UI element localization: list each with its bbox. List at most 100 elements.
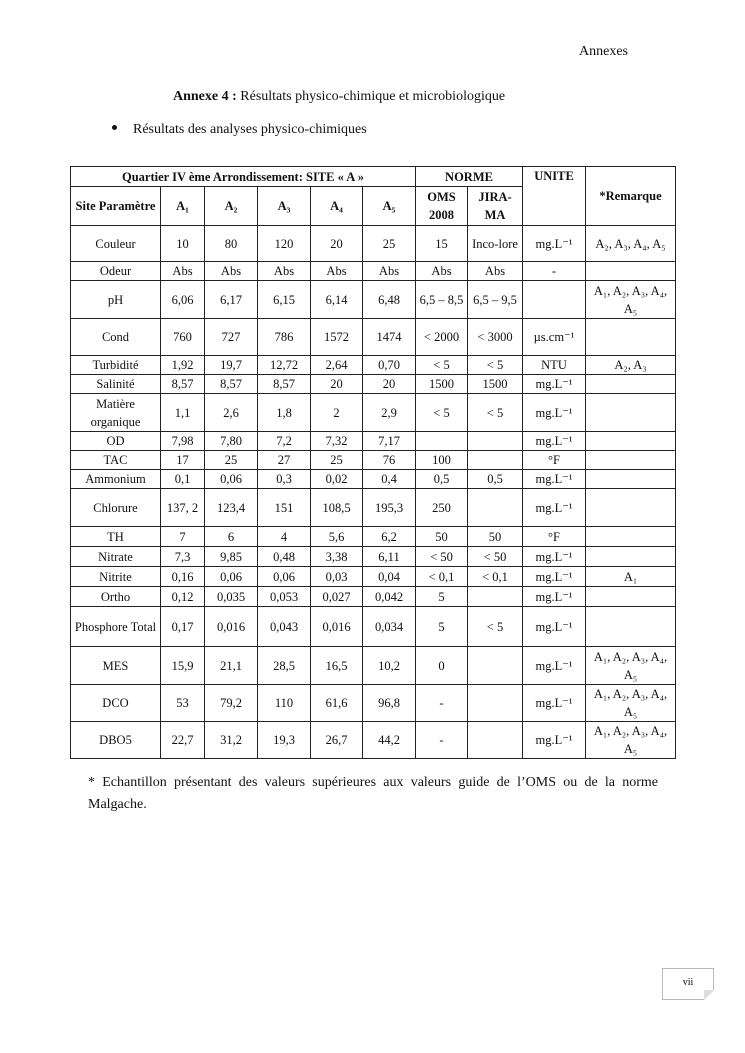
value-cell: 0,03: [310, 566, 363, 587]
table-row: Cond 760 727 786 1572 1474 < 2000 < 3000 µs.cm⁻¹: [70, 318, 677, 356]
value-cell: 0,3: [257, 469, 311, 489]
value-cell: 5,6: [310, 526, 363, 547]
value-cell: 19,7: [204, 355, 258, 375]
oms-cell: < 5: [415, 393, 468, 432]
value-cell: 1572: [310, 318, 363, 356]
table-row: Ortho 0,12 0,035 0,053 0,027 0,042 5 mg.L⁻¹: [70, 586, 677, 607]
value-cell: Abs: [257, 261, 311, 281]
site-header: A₂: [204, 186, 258, 226]
value-cell: 25: [204, 450, 258, 470]
value-cell: 7,80: [204, 431, 258, 451]
jirama-cell: < 0,1: [466, 566, 524, 587]
remark-cell: A₂, A₃, A₄, A₅: [585, 225, 677, 262]
value-cell: 0,06: [204, 469, 258, 489]
value-cell: 8,57: [257, 374, 311, 394]
value-cell: 6,14: [310, 280, 363, 319]
param-cell: Odeur: [70, 261, 161, 281]
unit-cell: [522, 280, 587, 319]
value-cell: 17: [160, 450, 205, 470]
value-cell: 0,48: [257, 546, 311, 567]
jirama-cell: Abs: [466, 261, 524, 281]
value-cell: 9,85: [204, 546, 258, 567]
value-cell: 3,38: [310, 546, 363, 567]
param-cell: TH: [70, 526, 161, 547]
param-header: Site Paramètre: [70, 186, 161, 226]
unite-header: UNITE: [522, 166, 587, 226]
value-cell: 12,72: [257, 355, 311, 375]
remark-cell: A₁, A₂, A₃, A₄, A₅: [585, 721, 677, 759]
table-row: Couleur 10 80 120 20 25 15 Inco-lore mg.L⁻¹ A₂, A…: [70, 225, 677, 262]
unit-cell: °F: [522, 450, 587, 470]
value-cell: 2: [310, 393, 363, 432]
value-cell: 25: [362, 225, 416, 262]
param-cell: Ammonium: [70, 469, 161, 489]
value-cell: 25: [310, 450, 363, 470]
value-cell: 21,1: [204, 646, 258, 685]
table-row: Salinité 8,57 8,57 8,57 20 20 1500 1500 mg.L⁻¹: [70, 374, 677, 394]
value-cell: 8,57: [160, 374, 205, 394]
param-cell: Ortho: [70, 586, 161, 607]
oms-cell: 5: [415, 586, 468, 607]
value-cell: 0,043: [257, 606, 311, 647]
value-cell: 79,2: [204, 684, 258, 722]
results-table: Quartier IV ème Arrondissement: SITE « A…: [70, 166, 677, 759]
jirama-cell: [466, 488, 524, 527]
jirama-cell: < 50: [466, 546, 524, 567]
value-cell: 10,2: [362, 646, 416, 685]
jirama-cell: 50: [466, 526, 524, 547]
oms-cell: 50: [415, 526, 468, 547]
value-cell: 2,6: [204, 393, 258, 432]
table-row: TAC 17 25 27 25 76 100 °F: [70, 450, 677, 470]
value-cell: 7,3: [160, 546, 205, 567]
value-cell: 15,9: [160, 646, 205, 685]
oms-header: OMS 2008: [415, 186, 468, 226]
unit-cell: mg.L⁻¹: [522, 393, 587, 432]
unit-cell: mg.L⁻¹: [522, 546, 587, 567]
oms-cell: 100: [415, 450, 468, 470]
jirama-cell: < 5: [466, 606, 524, 647]
value-cell: 4: [257, 526, 311, 547]
value-cell: 1,92: [160, 355, 205, 375]
value-cell: 120: [257, 225, 311, 262]
table-row: Nitrite 0,16 0,06 0,06 0,03 0,04 < 0,1 < 0,1 mg.…: [70, 566, 677, 587]
value-cell: 28,5: [257, 646, 311, 685]
value-cell: 0,70: [362, 355, 416, 375]
param-cell: Chlorure: [70, 488, 161, 527]
value-cell: 0,016: [310, 606, 363, 647]
value-cell: 195,3: [362, 488, 416, 527]
value-cell: 6,48: [362, 280, 416, 319]
value-cell: 0,1: [160, 469, 205, 489]
jirama-cell: < 5: [466, 355, 524, 375]
remark-cell: [585, 586, 677, 607]
oms-cell: [415, 431, 468, 451]
remark-cell: A₁, A₂, A₃, A₄, A₅: [585, 684, 677, 722]
value-cell: 760: [160, 318, 205, 356]
unit-cell: mg.L⁻¹: [522, 374, 587, 394]
oms-cell: 5: [415, 606, 468, 647]
param-cell: Couleur: [70, 225, 161, 262]
unit-cell: mg.L⁻¹: [522, 684, 587, 722]
value-cell: 27: [257, 450, 311, 470]
value-cell: 96,8: [362, 684, 416, 722]
value-cell: 0,034: [362, 606, 416, 647]
oms-cell: 250: [415, 488, 468, 527]
jirama-cell: Inco-lore: [466, 225, 524, 262]
table-row: OD 7,98 7,80 7,2 7,32 7,17 mg.L⁻¹: [70, 431, 677, 451]
value-cell: 110: [257, 684, 311, 722]
value-cell: 19,3: [257, 721, 311, 759]
remark-cell: A₁: [585, 566, 677, 587]
unit-cell: mg.L⁻¹: [522, 469, 587, 489]
jirama-cell: 6,5 – 9,5: [466, 280, 524, 319]
unit-cell: µs.cm⁻¹: [522, 318, 587, 356]
remark-cell: [585, 374, 677, 394]
value-cell: 6,11: [362, 546, 416, 567]
value-cell: 123,4: [204, 488, 258, 527]
value-cell: 76: [362, 450, 416, 470]
oms-cell: 6,5 – 8,5: [415, 280, 468, 319]
remark-cell: [585, 606, 677, 647]
jirama-cell: < 3000: [466, 318, 524, 356]
unit-cell: mg.L⁻¹: [522, 488, 587, 527]
value-cell: 727: [204, 318, 258, 356]
remark-cell: A₁, A₂, A₃, A₄, A₅: [585, 646, 677, 685]
value-cell: 6: [204, 526, 258, 547]
